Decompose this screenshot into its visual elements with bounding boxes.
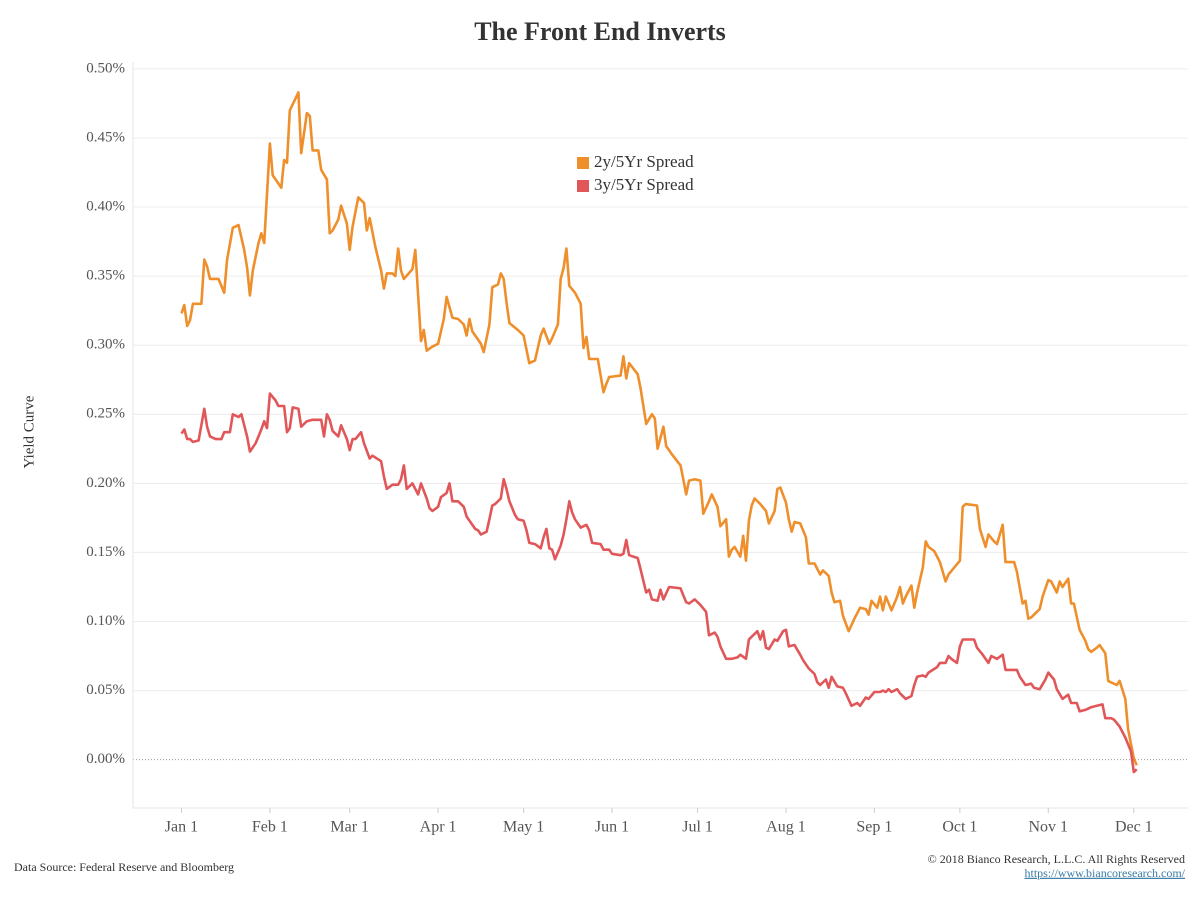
legend-label: 3y/5Yr Spread: [594, 175, 694, 194]
y-tick-label: 0.30%: [86, 337, 125, 353]
x-tick-label: Feb 1: [252, 819, 288, 836]
y-axis-label: Yield Curve: [21, 395, 37, 468]
x-tick-label: Jun 1: [595, 819, 629, 836]
series-line: [180, 392, 1138, 774]
chart-title: The Front End Inverts: [474, 17, 726, 46]
y-tick-label: 0.20%: [86, 475, 125, 491]
copyright: © 2018 Bianco Research, L.L.C. All Right…: [928, 852, 1185, 866]
x-tick-label: Jul 1: [682, 819, 713, 836]
legend-label: 2y/5Yr Spread: [594, 152, 694, 171]
x-tick-label: Aug 1: [766, 819, 806, 836]
y-tick-label: 0.45%: [86, 129, 125, 145]
y-tick-label: 0.40%: [86, 198, 125, 214]
x-tick-label: May 1: [503, 819, 544, 836]
x-tick-label: Nov 1: [1029, 819, 1069, 836]
legend-swatch: [577, 157, 589, 169]
y-tick-label: 0.10%: [86, 613, 125, 629]
x-tick-label: Oct 1: [942, 819, 977, 836]
y-tick-label: 0.50%: [86, 60, 125, 76]
y-tick-label: 0.15%: [86, 544, 125, 560]
x-tick-label: Apr 1: [420, 819, 457, 836]
y-tick-label: 0.05%: [86, 682, 125, 698]
y-tick-label: 0.00%: [86, 751, 125, 767]
x-tick-label: Jan 1: [165, 819, 198, 836]
x-tick-label: Sep 1: [856, 819, 892, 836]
series-line: [180, 91, 1138, 766]
x-tick-label: Dec 1: [1115, 819, 1153, 836]
x-tick-label: Mar 1: [330, 819, 369, 836]
y-tick-label: 0.25%: [86, 406, 125, 422]
source-note: Data Source: Federal Reserve and Bloombe…: [14, 860, 234, 874]
y-tick-label: 0.35%: [86, 268, 125, 284]
legend-swatch: [577, 180, 589, 192]
link[interactable]: https://www.biancoresearch.com/: [1024, 866, 1185, 880]
